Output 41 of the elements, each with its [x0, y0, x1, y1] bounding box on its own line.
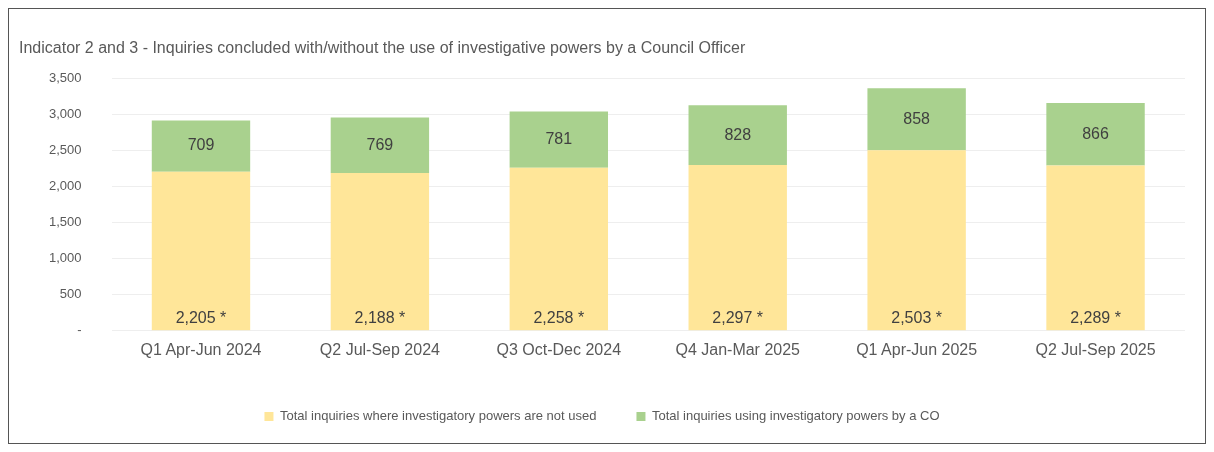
- data-label: 709: [187, 136, 215, 154]
- legend-label: Total inquiries where investigatory powers are not used: [279, 408, 597, 424]
- y-tick-label: 3,500: [48, 69, 82, 85]
- y-tick-label: 1,500: [48, 214, 82, 230]
- bar: [151, 120, 251, 172]
- data-label: 2,258 *: [533, 308, 585, 326]
- x-tick-label: Q4 Jan-Mar 2025: [675, 340, 801, 358]
- legend-label: Total inquiries using investigatory powers by a CO: [651, 408, 940, 424]
- bar: [1046, 165, 1145, 331]
- data-label: 2,297 *: [712, 308, 764, 326]
- y-tick-label: -: [77, 322, 82, 338]
- data-label: 2,503 *: [891, 308, 942, 326]
- x-tick-label: Q1 Apr-Jun 2024: [140, 340, 262, 358]
- bar: [330, 117, 430, 173]
- bar: [867, 150, 966, 331]
- y-tick-label: 2,500: [48, 141, 82, 157]
- x-tick-label: Q1 Apr-Jun 2025: [856, 340, 978, 358]
- chart-title: Indicator 2 and 3 - Inquiries concluded with/without the use of investigative powers by a Council Officer: [19, 39, 746, 57]
- bar: [688, 105, 787, 166]
- y-tick-label: 500: [59, 286, 82, 302]
- bar: [688, 165, 787, 331]
- data-label: 2,188 *: [354, 308, 406, 326]
- bar: [867, 88, 966, 151]
- y-tick-label: 3,000: [48, 105, 82, 121]
- x-tick-label: Q2 Jul-Sep 2024: [319, 340, 441, 358]
- bar: [330, 172, 430, 331]
- data-label: 2,289 *: [1070, 308, 1121, 326]
- data-label: 866: [1082, 124, 1109, 142]
- data-label: 2,205 *: [175, 308, 227, 326]
- bar: [509, 111, 609, 168]
- bar: [1046, 103, 1145, 166]
- x-tick-label: Q2 Jul-Sep 2025: [1035, 340, 1156, 358]
- data-label: 781: [545, 130, 573, 148]
- bar: [509, 167, 609, 331]
- y-tick-label: 1,000: [48, 250, 82, 266]
- y-tick-label: 2,000: [48, 178, 82, 194]
- data-label: 858: [903, 109, 931, 127]
- data-label: 769: [366, 135, 394, 153]
- data-label: 828: [724, 125, 752, 143]
- bar: [151, 171, 251, 331]
- x-tick-label: Q3 Oct-Dec 2024: [496, 340, 622, 358]
